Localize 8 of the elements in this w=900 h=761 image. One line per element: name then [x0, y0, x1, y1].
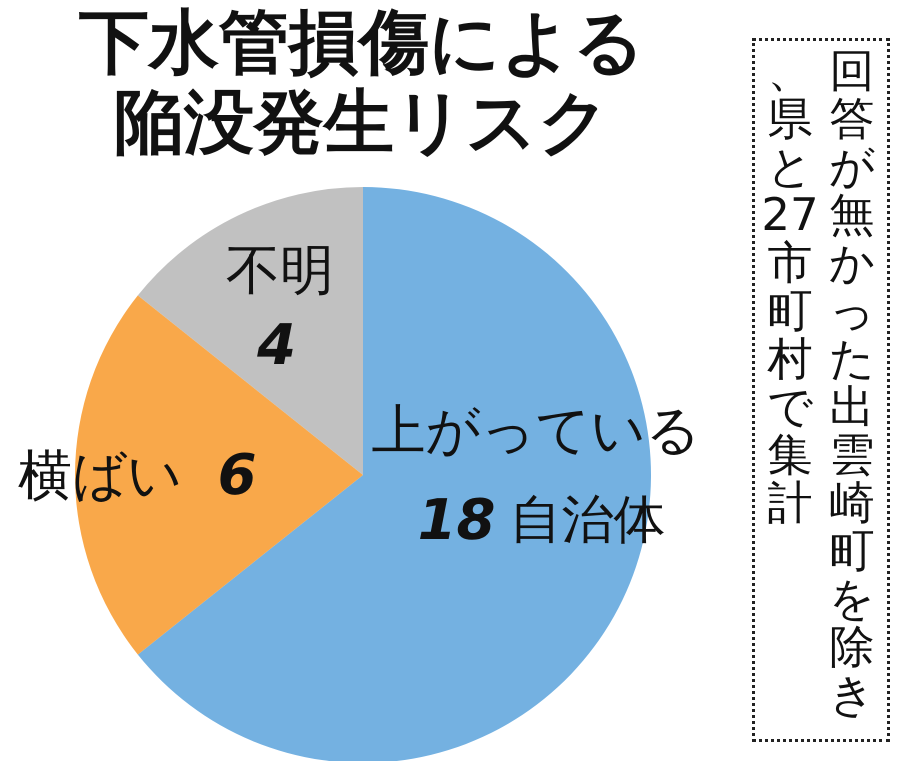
text: 回答が無かった出雲崎町を除き、県と27市町村で集計	[761, 44, 875, 721]
slice-label: 上がっている	[371, 398, 700, 462]
slice-label: 横ばい	[18, 444, 182, 506]
pie-slice	[76, 295, 363, 655]
chart-title: 下水管損傷による陥没発生リスク	[78, 1, 646, 163]
data-label: 6	[218, 442, 257, 508]
data-label: 4	[256, 312, 296, 378]
slice-label: 不明	[226, 238, 334, 302]
